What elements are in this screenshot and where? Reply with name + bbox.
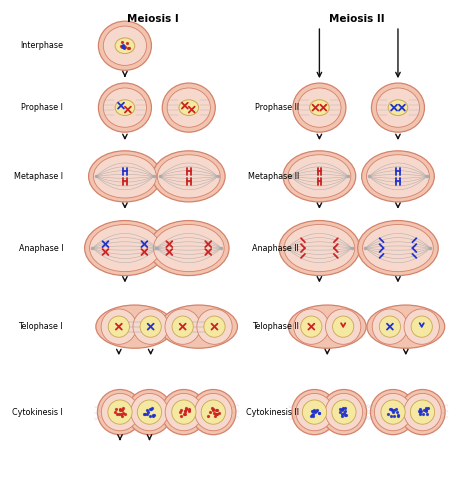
- Ellipse shape: [103, 88, 146, 128]
- Circle shape: [101, 394, 139, 431]
- Text: Meiosis I: Meiosis I: [127, 14, 178, 24]
- Circle shape: [140, 316, 161, 337]
- Circle shape: [133, 309, 168, 344]
- Ellipse shape: [283, 151, 356, 202]
- Circle shape: [321, 390, 366, 434]
- Ellipse shape: [367, 305, 445, 348]
- Circle shape: [371, 390, 416, 434]
- Ellipse shape: [179, 100, 199, 115]
- Circle shape: [127, 390, 172, 434]
- Circle shape: [197, 309, 232, 344]
- Circle shape: [204, 316, 225, 337]
- Circle shape: [292, 390, 337, 434]
- Ellipse shape: [310, 100, 329, 115]
- Text: Telophase II: Telophase II: [252, 322, 299, 331]
- Circle shape: [201, 400, 226, 424]
- Circle shape: [161, 390, 207, 434]
- Circle shape: [325, 394, 363, 431]
- Ellipse shape: [284, 224, 355, 272]
- Circle shape: [296, 394, 333, 431]
- Text: Interphase: Interphase: [20, 41, 63, 50]
- Ellipse shape: [153, 151, 225, 202]
- Circle shape: [410, 400, 435, 424]
- Text: Anaphase I: Anaphase I: [18, 243, 63, 253]
- Ellipse shape: [93, 155, 156, 198]
- Ellipse shape: [157, 155, 220, 198]
- Circle shape: [172, 400, 196, 424]
- Ellipse shape: [372, 83, 425, 132]
- Ellipse shape: [115, 38, 135, 53]
- Circle shape: [381, 400, 405, 424]
- Text: Meiosis II: Meiosis II: [329, 14, 384, 24]
- Text: Metaphase I: Metaphase I: [14, 172, 63, 181]
- Circle shape: [165, 394, 202, 431]
- Ellipse shape: [376, 88, 419, 128]
- Ellipse shape: [99, 83, 151, 132]
- Text: Prophase II: Prophase II: [255, 103, 299, 112]
- Circle shape: [332, 400, 356, 424]
- Ellipse shape: [288, 305, 366, 348]
- Circle shape: [101, 309, 137, 344]
- Text: Anaphase II: Anaphase II: [252, 243, 299, 253]
- Circle shape: [108, 400, 132, 424]
- Circle shape: [165, 309, 201, 344]
- Ellipse shape: [162, 83, 215, 132]
- Circle shape: [400, 390, 445, 434]
- Ellipse shape: [288, 155, 351, 198]
- Ellipse shape: [293, 83, 346, 132]
- Circle shape: [372, 309, 408, 344]
- Text: Metaphase II: Metaphase II: [247, 172, 299, 181]
- Text: Cytokinesis II: Cytokinesis II: [246, 408, 299, 417]
- Circle shape: [172, 316, 193, 337]
- Ellipse shape: [90, 224, 160, 272]
- Circle shape: [137, 400, 162, 424]
- Text: Cytokinesis I: Cytokinesis I: [12, 408, 63, 417]
- Ellipse shape: [388, 100, 408, 115]
- Text: Telophase I: Telophase I: [18, 322, 63, 331]
- Ellipse shape: [99, 21, 151, 70]
- Circle shape: [131, 394, 168, 431]
- Ellipse shape: [366, 155, 429, 198]
- Ellipse shape: [298, 88, 341, 128]
- Circle shape: [326, 309, 361, 344]
- Ellipse shape: [363, 224, 433, 272]
- Ellipse shape: [167, 88, 210, 128]
- Ellipse shape: [89, 151, 161, 202]
- Ellipse shape: [358, 221, 438, 276]
- Circle shape: [195, 394, 232, 431]
- Circle shape: [404, 309, 439, 344]
- Ellipse shape: [160, 305, 237, 348]
- Circle shape: [333, 316, 354, 337]
- Circle shape: [302, 400, 327, 424]
- Ellipse shape: [148, 221, 229, 276]
- Circle shape: [98, 390, 143, 434]
- Ellipse shape: [154, 224, 224, 272]
- Text: Prophase I: Prophase I: [21, 103, 63, 112]
- Ellipse shape: [362, 151, 434, 202]
- Circle shape: [301, 316, 322, 337]
- Ellipse shape: [96, 305, 173, 348]
- Circle shape: [374, 394, 412, 431]
- Circle shape: [411, 316, 432, 337]
- Circle shape: [379, 316, 401, 337]
- Ellipse shape: [115, 100, 135, 115]
- Circle shape: [191, 390, 236, 434]
- Circle shape: [108, 316, 129, 337]
- Ellipse shape: [85, 221, 165, 276]
- Ellipse shape: [103, 26, 146, 66]
- Circle shape: [294, 309, 329, 344]
- Circle shape: [404, 394, 441, 431]
- Ellipse shape: [279, 221, 360, 276]
